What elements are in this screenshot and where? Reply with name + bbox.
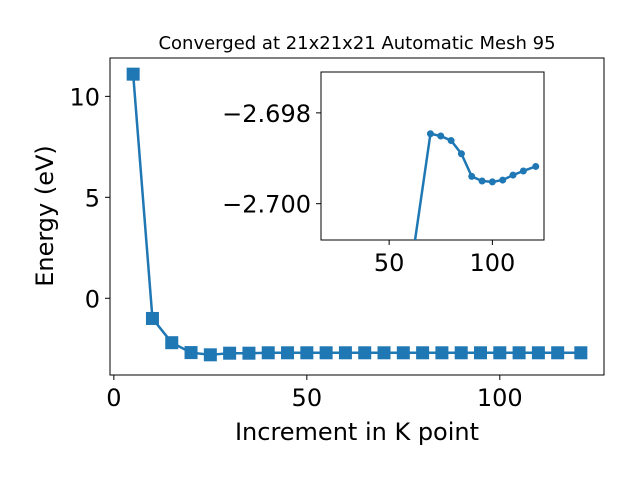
inset-data-point (499, 176, 507, 184)
data-point (261, 346, 275, 360)
inset-data-point (532, 162, 540, 170)
main-plot: 0 50 100 0 5 10 (69, 57, 605, 412)
data-point (396, 346, 410, 360)
data-point (377, 346, 391, 360)
data-point (281, 346, 295, 360)
inset-x-tick-label: 50 (374, 249, 405, 277)
x-axis-label: Increment in K point (235, 418, 479, 446)
x-tick-label: 50 (292, 384, 323, 412)
data-point (454, 346, 468, 360)
data-point (531, 346, 545, 360)
inset-data-point (509, 171, 517, 179)
data-point (435, 346, 449, 360)
inset-data-point (406, 273, 413, 280)
data-point (145, 311, 159, 325)
data-layer (126, 67, 588, 362)
x-tick-label: 100 (477, 384, 523, 412)
inset-y-tick-label: −2.700 (222, 191, 311, 219)
inset-axes-frame (320, 71, 545, 241)
inset-data-point (488, 178, 496, 186)
data-point (300, 346, 314, 360)
data-point (165, 336, 179, 350)
data-point (474, 346, 487, 360)
data-point (203, 348, 217, 362)
data-point (338, 346, 352, 360)
series-line (131, 74, 581, 357)
inset-data-point (478, 177, 486, 185)
inset-data-point (519, 167, 527, 175)
y-tick-label: 10 (69, 83, 100, 111)
inset-data-point (447, 137, 455, 145)
data-point (126, 67, 140, 81)
inset-data-layer (406, 130, 540, 280)
x-tick-label: 0 (106, 384, 121, 412)
data-point (574, 346, 588, 360)
data-point (493, 346, 507, 360)
data-point (223, 346, 237, 360)
data-point (551, 346, 565, 360)
chart-title: Converged at 21x21x21 Automatic Mesh 95 (158, 33, 555, 54)
inset-data-point (426, 130, 434, 138)
inset-data-point (468, 172, 476, 180)
y-tick-label: 5 (85, 184, 100, 212)
inset-data-point (457, 150, 465, 158)
data-point (416, 346, 430, 360)
y-tick-label: 0 (85, 285, 100, 313)
data-point (512, 346, 526, 360)
inset-x-tick-label: 100 (469, 249, 515, 277)
data-point (184, 346, 198, 360)
axes-frame (109, 57, 605, 376)
y-axis-label: Energy (eV) (31, 145, 59, 287)
data-point (319, 346, 333, 360)
data-point (242, 346, 256, 360)
inset-data-point (437, 132, 445, 140)
inset-y-tick-label: −2.698 (222, 100, 311, 128)
inset-plot: 50 100 −2.700 −2.698 (222, 71, 545, 280)
data-point (358, 346, 372, 360)
